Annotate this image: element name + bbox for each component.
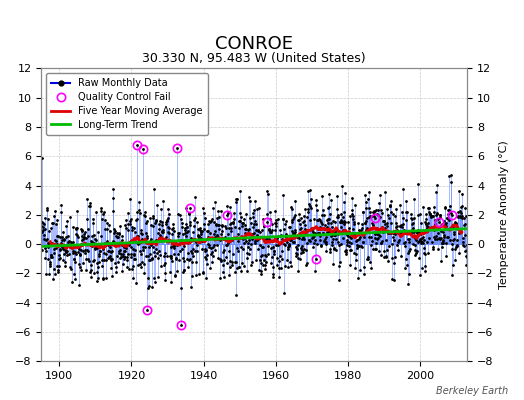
Text: Berkeley Earth: Berkeley Earth bbox=[436, 386, 508, 396]
Text: 30.330 N, 95.483 W (United States): 30.330 N, 95.483 W (United States) bbox=[143, 52, 366, 65]
Title: CONROE: CONROE bbox=[215, 35, 293, 53]
Y-axis label: Temperature Anomaly (°C): Temperature Anomaly (°C) bbox=[499, 140, 509, 289]
Legend: Raw Monthly Data, Quality Control Fail, Five Year Moving Average, Long-Term Tren: Raw Monthly Data, Quality Control Fail, … bbox=[46, 73, 208, 135]
